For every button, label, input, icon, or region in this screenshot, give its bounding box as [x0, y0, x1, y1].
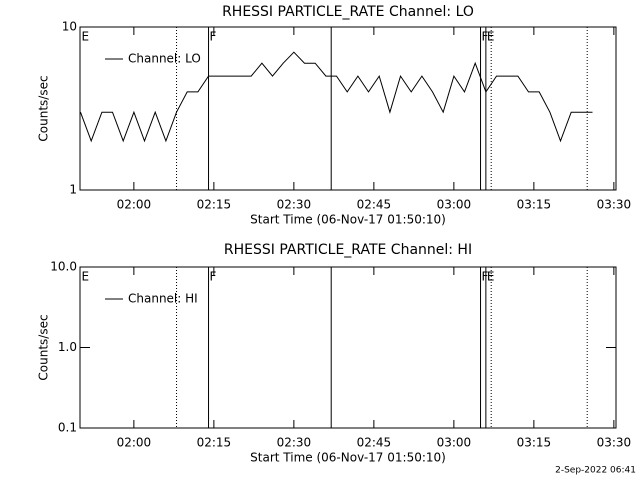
- y-tick-label: 10: [62, 20, 77, 34]
- x-tick-label: 02:15: [197, 198, 232, 212]
- footer: 2-Sep-2022 06:41: [555, 466, 636, 476]
- legend-label: Channel: HI: [128, 292, 198, 306]
- legend-label: Channel: LO: [128, 52, 201, 66]
- x-tick-label: 02:30: [277, 436, 312, 450]
- x-tick-label: 03:15: [517, 436, 552, 450]
- y-tick-label: 10.0: [50, 260, 77, 274]
- event-flag: F: [482, 30, 489, 44]
- chart-title: RHESSI PARTICLE_RATE Channel: LO: [222, 4, 474, 20]
- x-tick-label: 02:15: [197, 436, 232, 450]
- x-tick-label: 03:00: [437, 436, 472, 450]
- event-flag: E: [487, 270, 495, 284]
- x-tick-label: 03:30: [597, 198, 632, 212]
- x-tick-label: 03:30: [597, 436, 632, 450]
- x-tick-label: 02:00: [117, 198, 152, 212]
- x-tick-label: 02:45: [357, 198, 392, 212]
- y-tick-label: 1: [69, 183, 77, 197]
- x-axis-title: Start Time (06-Nov-17 01:50:10): [250, 213, 446, 227]
- chart-title: RHESSI PARTICLE_RATE Channel: HI: [224, 242, 472, 258]
- y-tick-label: 0.1: [58, 421, 77, 435]
- y-axis-title: Counts/sec: [37, 314, 51, 380]
- event-flag: F: [210, 30, 217, 44]
- event-flag: F: [482, 270, 489, 284]
- event-flag: E: [487, 30, 495, 44]
- plot-frame: [79, 26, 617, 191]
- x-tick-label: 02:00: [117, 436, 152, 450]
- y-axis-title: Counts/sec: [37, 75, 51, 141]
- x-tick-label: 02:30: [277, 198, 312, 212]
- event-flag: E: [82, 270, 90, 284]
- x-tick-label: 03:00: [437, 198, 472, 212]
- event-flag: E: [82, 30, 90, 44]
- x-tick-label: 03:15: [517, 198, 552, 212]
- x-tick-label: 02:45: [357, 436, 392, 450]
- event-flag: F: [210, 270, 217, 284]
- y-tick-label: 1.0: [58, 340, 77, 354]
- x-axis-title: Start Time (06-Nov-17 01:50:10): [250, 451, 446, 465]
- data-line: [80, 51, 593, 143]
